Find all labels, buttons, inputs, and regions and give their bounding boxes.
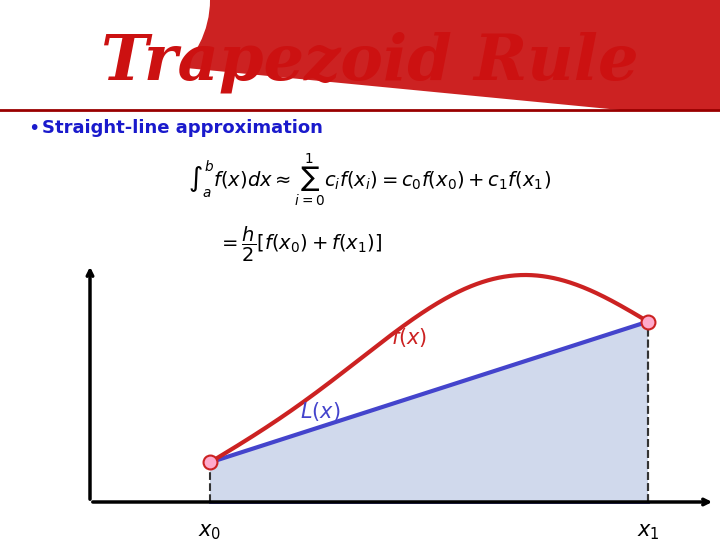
Polygon shape [210, 322, 648, 502]
Text: $\int_a^b f(x)dx \approx \sum_{i=0}^{1} c_i f(x_i) = c_0 f(x_0) + c_1 f(x_1)$: $\int_a^b f(x)dx \approx \sum_{i=0}^{1} … [189, 152, 552, 208]
Text: $L(x)$: $L(x)$ [300, 400, 341, 423]
Text: $x_1$: $x_1$ [636, 522, 660, 540]
Ellipse shape [0, 0, 210, 115]
Text: $x_0$: $x_0$ [199, 522, 222, 540]
Text: $= \dfrac{h}{2}\left[f(x_0) + f(x_1)\right]$: $= \dfrac{h}{2}\left[f(x_0) + f(x_1)\rig… [218, 225, 382, 264]
Polygon shape [0, 0, 720, 110]
Text: Straight-line approximation: Straight-line approximation [42, 119, 323, 137]
Text: Trapezoid Rule: Trapezoid Rule [102, 31, 639, 93]
Text: $f(x)$: $f(x)$ [392, 326, 428, 349]
Text: •: • [28, 118, 40, 138]
